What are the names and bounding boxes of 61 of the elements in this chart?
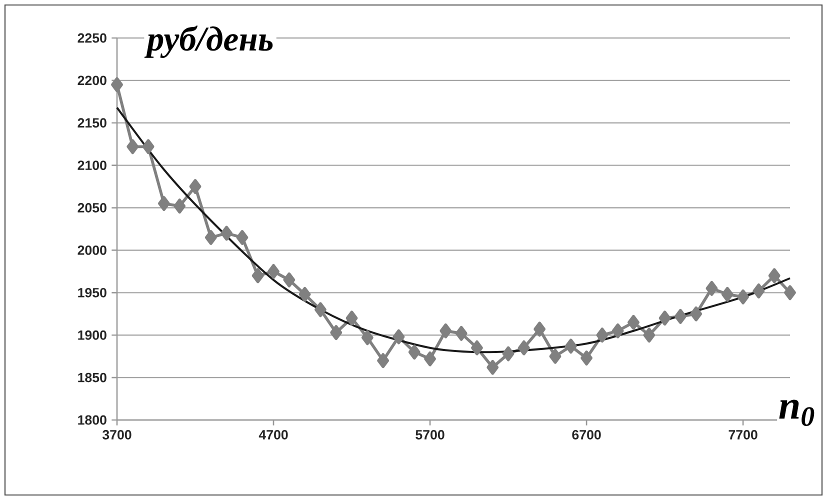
y-tick-label: 1800 [78, 415, 106, 425]
point [658, 310, 671, 326]
x-tick-label: 6700 [572, 430, 601, 440]
point [471, 340, 483, 356]
point [142, 139, 154, 154]
point [174, 198, 186, 214]
point [643, 328, 656, 343]
point [721, 286, 734, 302]
point [737, 289, 750, 304]
point [440, 323, 452, 338]
x-tick-label: 7700 [728, 430, 758, 440]
y-tick-label: 1900 [78, 330, 106, 340]
point [268, 264, 280, 279]
x-axis-title: n$_{0}$ [779, 400, 814, 426]
y-tick-label: 2250 [78, 33, 106, 43]
point [204, 230, 217, 245]
point [564, 338, 577, 354]
y-tick-label: 2150 [78, 118, 106, 128]
point [674, 308, 686, 324]
point [220, 226, 233, 241]
y-tick-label: 2200 [78, 76, 106, 86]
y-tick-label: 2000 [78, 246, 106, 255]
point [706, 280, 718, 296]
point [628, 314, 640, 330]
point [596, 328, 608, 343]
x-tick-label: 4700 [258, 430, 288, 440]
point [549, 348, 562, 364]
x-tick-label: 5700 [416, 430, 444, 440]
point [111, 77, 123, 92]
point [784, 285, 796, 300]
y-tick-label: 2050 [78, 203, 106, 212]
point [392, 329, 405, 344]
point [126, 139, 139, 154]
point [424, 351, 436, 366]
point [518, 340, 530, 356]
point [455, 326, 468, 341]
point [534, 322, 546, 337]
point [690, 306, 702, 322]
point [158, 196, 170, 211]
point [768, 268, 780, 284]
point [298, 286, 311, 302]
point [346, 310, 358, 326]
point [283, 272, 296, 288]
point [189, 179, 202, 194]
point [377, 353, 390, 368]
point [330, 325, 342, 340]
x-tick-label: 3700 [102, 430, 132, 440]
point [252, 268, 264, 284]
y-tick-label: 2100 [78, 160, 106, 170]
y-tick-label: 1950 [78, 288, 106, 298]
point [486, 360, 499, 375]
point [408, 344, 420, 360]
point [580, 350, 593, 366]
point [361, 330, 374, 346]
point [502, 346, 514, 362]
y-axis-title: руб/день [144, 26, 273, 58]
point [314, 302, 326, 318]
y-tick-label: 1850 [78, 372, 106, 382]
point [236, 230, 248, 245]
point [612, 323, 624, 338]
point [752, 284, 765, 298]
